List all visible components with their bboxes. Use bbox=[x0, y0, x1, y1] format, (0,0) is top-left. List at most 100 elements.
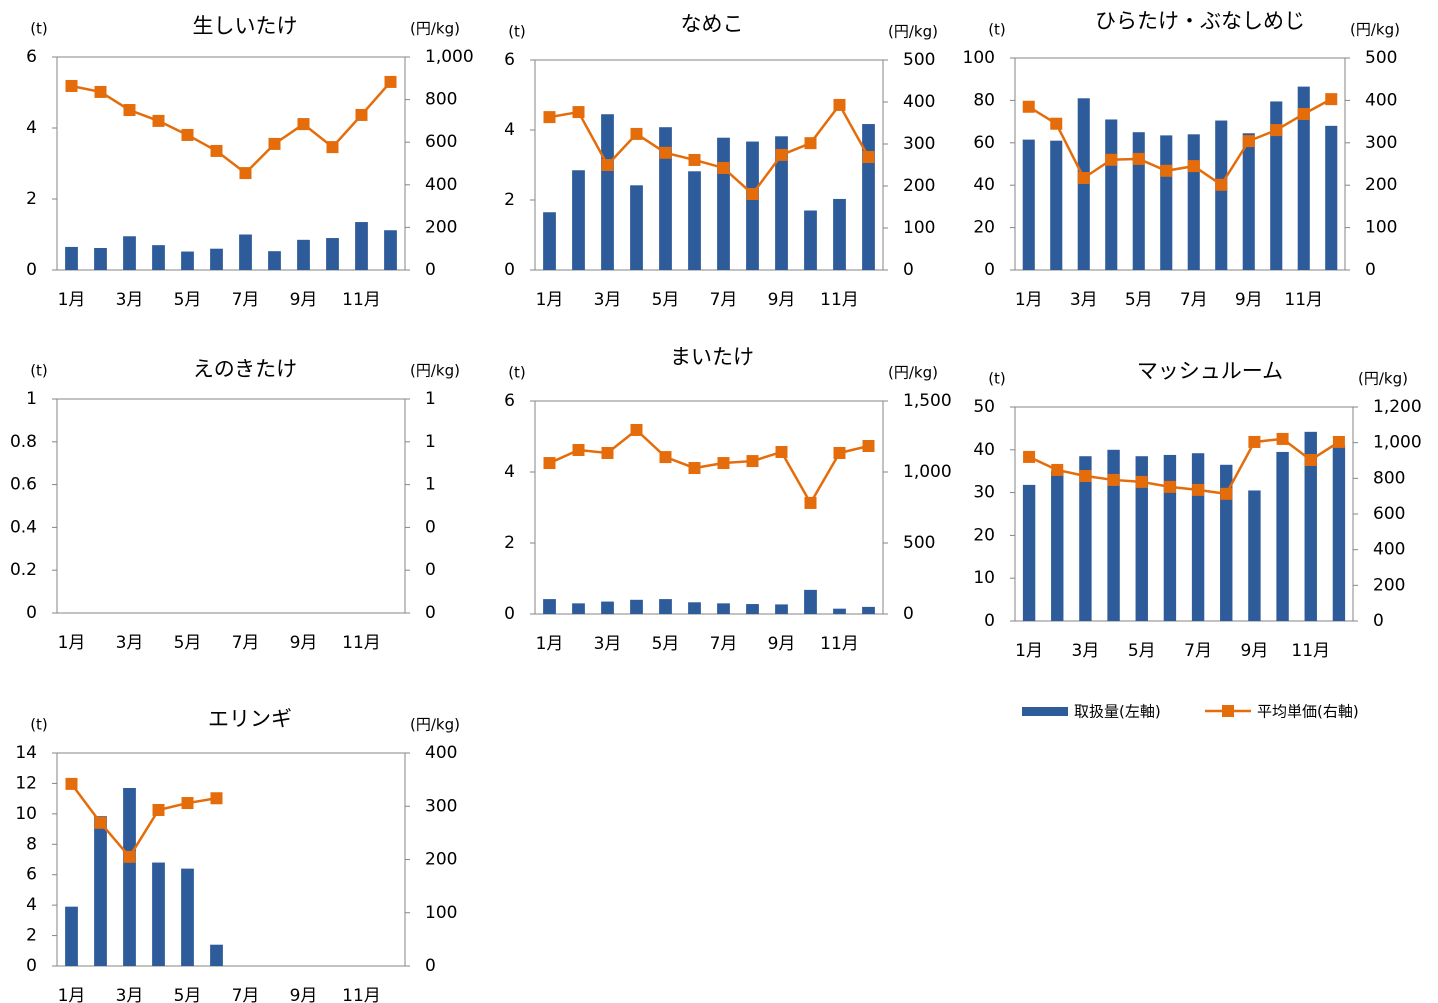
bar bbox=[1191, 453, 1205, 621]
y2-tick-label: 600 bbox=[1373, 504, 1405, 524]
y-axis-label: (t) bbox=[30, 716, 48, 734]
y2-tick-label: 1,000 bbox=[425, 47, 474, 67]
x-tick-label: 3月 bbox=[594, 290, 622, 310]
marker bbox=[543, 457, 556, 470]
y2-tick-label: 1,000 bbox=[1373, 433, 1422, 453]
marker bbox=[688, 153, 701, 166]
y2-tick-label: 300 bbox=[1365, 133, 1397, 153]
bar bbox=[1187, 134, 1200, 270]
bar bbox=[630, 185, 643, 270]
marker bbox=[1107, 473, 1120, 486]
y-tick-label: 4 bbox=[504, 462, 515, 482]
y-tick-label: 0 bbox=[504, 604, 515, 624]
y-tick-label: 20 bbox=[973, 525, 995, 545]
marker bbox=[862, 151, 875, 164]
y2-tick-label: 200 bbox=[425, 850, 457, 870]
bar bbox=[1163, 454, 1177, 621]
marker bbox=[123, 104, 136, 117]
marker bbox=[1051, 463, 1064, 476]
marker bbox=[1270, 124, 1283, 137]
y-tick-label: 2 bbox=[26, 189, 37, 209]
y2-tick-label: 200 bbox=[1365, 175, 1397, 195]
bar bbox=[1248, 490, 1261, 621]
y-tick-label: 30 bbox=[973, 483, 995, 503]
y2-tick-label: 500 bbox=[1365, 48, 1397, 68]
legend-label: 取扱量(左軸) bbox=[1074, 703, 1161, 721]
x-tick-label: 1月 bbox=[58, 986, 86, 1003]
x-tick-label: 5月 bbox=[174, 633, 202, 653]
bar bbox=[268, 251, 281, 270]
x-tick-label: 1月 bbox=[536, 634, 564, 654]
x-tick-label: 9月 bbox=[1241, 641, 1269, 661]
y2-tick-label: 0 bbox=[425, 517, 436, 537]
y-tick-label: 2 bbox=[504, 190, 515, 210]
marker bbox=[1079, 470, 1092, 483]
bar bbox=[630, 599, 643, 614]
marker bbox=[601, 446, 614, 459]
x-tick-label: 1月 bbox=[1015, 641, 1043, 661]
bar bbox=[1297, 86, 1310, 271]
x-tick-label: 7月 bbox=[1180, 290, 1208, 310]
plot-frame bbox=[1014, 406, 1354, 622]
plot-frame bbox=[56, 398, 406, 614]
y2-tick-label: 100 bbox=[903, 218, 935, 238]
chart: ひらたけ・ぶなしめじ (t) (円/kg) 0 20 40 60 80 100 0 100 200 30… bbox=[963, 9, 1400, 310]
marker bbox=[572, 443, 585, 456]
x-tick-label: 11月 bbox=[342, 633, 381, 653]
marker bbox=[1163, 480, 1176, 493]
y-tick-label: 4 bbox=[26, 895, 37, 915]
marker bbox=[862, 440, 875, 453]
marker bbox=[1248, 435, 1261, 448]
bar bbox=[804, 589, 817, 614]
y2-tick-label: 800 bbox=[425, 90, 457, 110]
marker bbox=[297, 118, 310, 131]
line bbox=[548, 428, 869, 506]
plot-frame bbox=[534, 400, 884, 615]
bar bbox=[65, 246, 78, 270]
chart-title: マッシュルーム bbox=[1137, 359, 1283, 383]
legend-marker bbox=[1222, 705, 1234, 717]
marker bbox=[1160, 164, 1173, 177]
bar bbox=[746, 141, 759, 270]
y-tick-label: 100 bbox=[963, 48, 995, 68]
y-axis-label: (t) bbox=[508, 364, 526, 382]
y2-tick-label: 400 bbox=[425, 175, 457, 195]
bar bbox=[1107, 449, 1120, 621]
bar bbox=[1160, 135, 1173, 270]
y-tick-label: 0 bbox=[984, 611, 995, 631]
y-axis-label: (t) bbox=[30, 362, 48, 380]
x-tick-label: 3月 bbox=[116, 986, 144, 1003]
y-tick-label: 1 bbox=[26, 389, 37, 409]
marker bbox=[775, 148, 788, 161]
bar bbox=[1079, 456, 1092, 621]
y-tick-label: 0 bbox=[984, 260, 995, 280]
marker bbox=[94, 85, 107, 98]
bar bbox=[543, 599, 556, 614]
x-tick-label: 7月 bbox=[232, 633, 260, 653]
x-tick-label: 7月 bbox=[232, 290, 260, 310]
x-tick-label: 3月 bbox=[116, 633, 144, 653]
chart: エリンギ (t) (円/kg) 0 2 4 6 8 10 12 14 0 100 200 300 400 1月 3… bbox=[15, 707, 460, 1003]
bar bbox=[1220, 464, 1233, 621]
marker bbox=[1077, 171, 1090, 184]
marker bbox=[181, 128, 194, 141]
marker bbox=[1276, 432, 1289, 445]
line bbox=[71, 81, 392, 175]
chart-title: エリンギ bbox=[208, 707, 292, 731]
bar bbox=[1051, 471, 1064, 621]
chart: なめこ (t) (円/kg) 0 2 4 6 0 100 200 300 400 500 1月 3月 5月 7月… bbox=[504, 12, 938, 310]
y-tick-label: 40 bbox=[973, 175, 995, 195]
bar bbox=[297, 239, 310, 270]
marker bbox=[804, 137, 817, 150]
marker bbox=[717, 161, 730, 174]
marker bbox=[355, 108, 368, 121]
y2-tick-label: 600 bbox=[425, 132, 457, 152]
marker bbox=[1304, 453, 1317, 466]
marker bbox=[746, 455, 759, 468]
y2-tick-label: 500 bbox=[903, 50, 935, 70]
marker bbox=[210, 144, 223, 157]
y2-tick-label: 1,200 bbox=[1373, 397, 1422, 417]
marker bbox=[181, 797, 194, 810]
y-tick-label: 12 bbox=[15, 773, 37, 793]
